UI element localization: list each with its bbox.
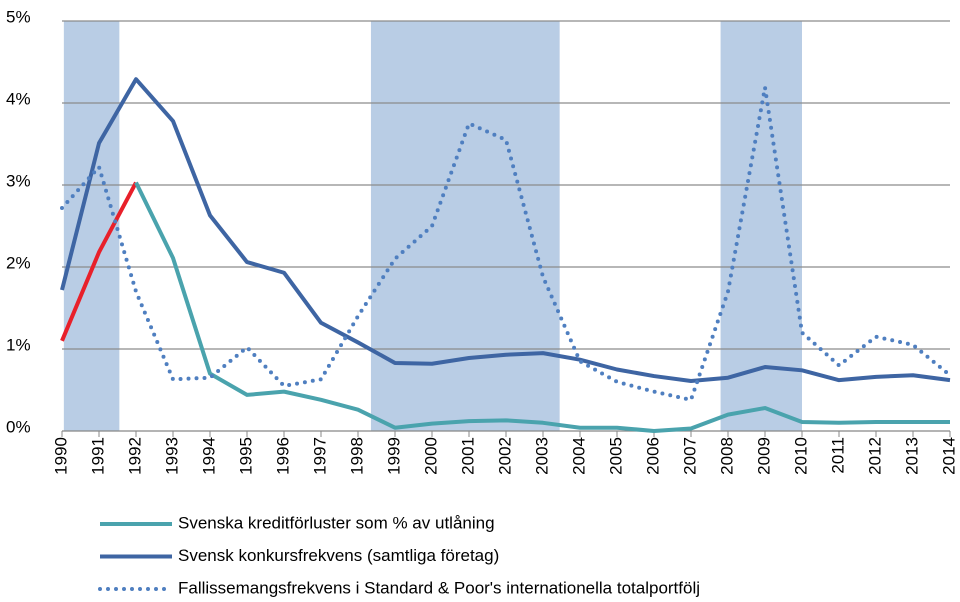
- x-tick-label: 2007: [680, 437, 699, 475]
- x-tick-label: 1991: [88, 437, 107, 475]
- x-tick-label: 2006: [643, 437, 662, 475]
- x-tick-label: 2013: [902, 437, 921, 475]
- shaded-period: [370, 21, 560, 431]
- x-tick-label: 2008: [717, 437, 736, 475]
- x-tick-label: 1994: [199, 437, 218, 475]
- shaded-period: [63, 21, 120, 431]
- x-tick-label: 2010: [791, 437, 810, 475]
- x-tick-label: 2003: [532, 437, 551, 475]
- x-tick-label: 2000: [421, 437, 440, 475]
- shaded-period: [720, 21, 802, 431]
- y-tick-label: 1%: [6, 335, 31, 354]
- y-tick-label: 0%: [6, 417, 31, 436]
- x-tick-label: 1990: [51, 437, 70, 475]
- y-tick-label: 3%: [6, 171, 31, 190]
- legend-label: Svenska kreditförluster som % av utlånin…: [178, 513, 495, 532]
- x-tick-label: 2004: [569, 437, 588, 475]
- x-tick-label: 2002: [495, 437, 514, 475]
- legend-label: Fallissemangsfrekvens i Standard & Poor'…: [178, 578, 700, 597]
- x-tick-label: 2011: [828, 437, 847, 474]
- y-tick-label: 5%: [6, 7, 31, 26]
- x-tick-label: 1992: [125, 437, 144, 475]
- line: [60, 77, 951, 383]
- x-tick-label: 1997: [310, 437, 329, 475]
- line: [60, 85, 952, 402]
- x-tick-label: 2005: [606, 437, 625, 475]
- x-tick-label: 1999: [384, 437, 403, 475]
- line-highlight: [60, 181, 138, 342]
- x-tick-label: 1995: [236, 437, 255, 475]
- x-tick-label: 2012: [865, 437, 884, 475]
- legend-label: Svensk konkursfrekvens (samtliga företag…: [178, 546, 499, 565]
- line: [134, 181, 950, 433]
- x-tick-label: 1998: [347, 437, 366, 475]
- x-tick-label: 1996: [273, 437, 292, 475]
- x-tick-label: 2001: [458, 437, 477, 475]
- y-tick-label: 2%: [6, 253, 31, 272]
- x-tick-label: 1993: [162, 437, 181, 475]
- y-tick-label: 4%: [6, 89, 31, 108]
- x-tick-label: 2009: [754, 437, 773, 475]
- x-tick-label: 2014: [939, 437, 958, 475]
